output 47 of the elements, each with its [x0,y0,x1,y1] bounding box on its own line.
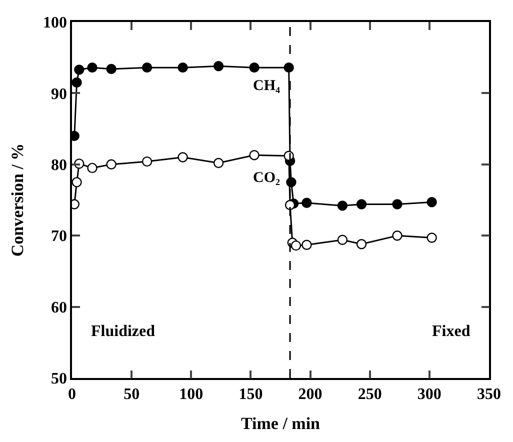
point [356,199,367,210]
x-tick-label: 250 [358,386,382,403]
y-tick-label: 60 [51,299,68,316]
point [249,62,260,73]
point [142,156,152,167]
point [302,240,312,250]
x-tick-label: 200 [298,386,322,403]
x-tick-label: 350 [477,386,501,403]
y-tick-label: 70 [51,228,68,246]
y-tick-label: 100 [43,14,68,32]
y-tick-label: 90 [51,86,68,103]
point [337,200,348,211]
point [392,230,402,241]
point [106,159,116,170]
point [72,177,82,188]
annotation: Fixed [432,323,470,340]
y-axis-title: Conversion / % [8,143,28,257]
point [72,77,82,88]
y-tick-label: 50 [51,370,68,388]
x-tick-label: 150 [238,386,263,403]
point [213,61,224,72]
point [337,234,348,245]
point [392,199,402,210]
x-tick-label: 50 [124,386,140,403]
x-tick-label: 0 [68,386,76,403]
point [302,198,312,208]
point [290,240,302,251]
point [74,64,84,75]
point [249,150,260,160]
point [213,158,224,168]
point [106,64,116,74]
x-tick-label: 300 [417,386,442,403]
point [87,162,98,174]
point [178,62,188,73]
point [356,239,367,250]
point [142,62,152,73]
point [426,197,437,208]
annotation: Fluidized [91,323,156,340]
point [284,200,296,210]
x-tick-label: 100 [179,386,204,403]
point [426,232,437,243]
x-axis-title: Time / min [240,414,321,433]
y-tick-label: 80 [51,157,68,174]
series-label: CH₄ [253,78,280,94]
series-label: CO₂ [253,170,280,186]
point [87,62,98,73]
point [178,152,188,162]
